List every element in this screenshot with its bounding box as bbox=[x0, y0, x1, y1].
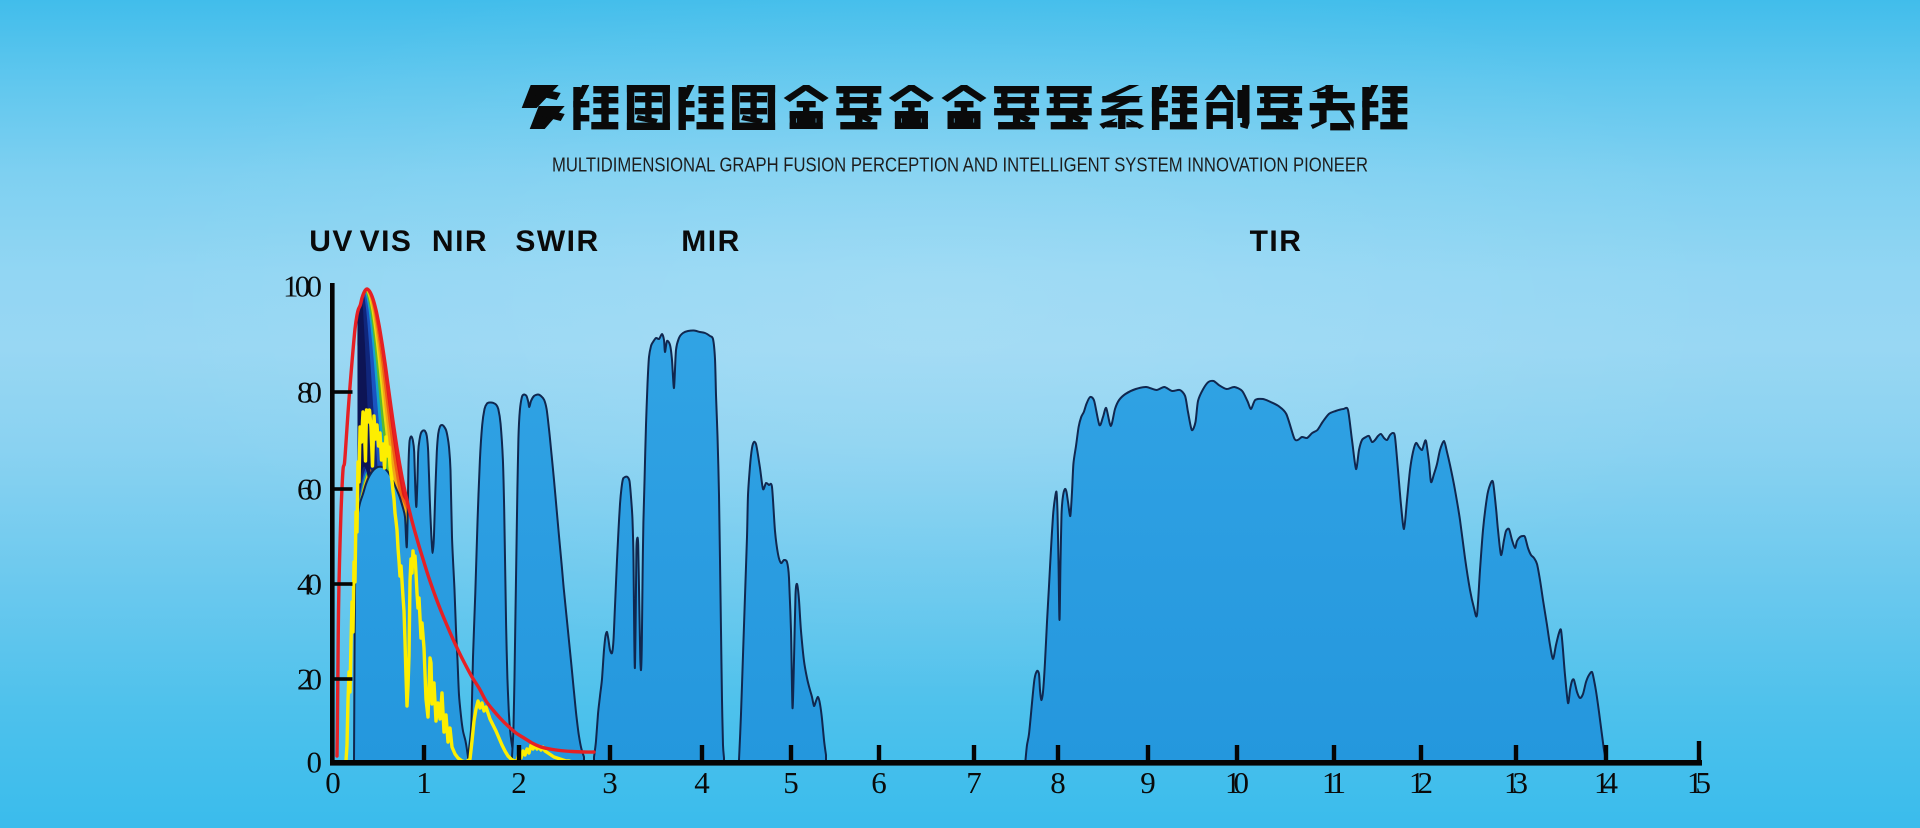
svg-text:15: 15 bbox=[1687, 765, 1711, 800]
svg-text:40: 40 bbox=[297, 567, 322, 602]
svg-text:MULTIDIMENSIONAL GRAPH FUSION: MULTIDIMENSIONAL GRAPH FUSION PERCEPTION… bbox=[552, 154, 1368, 177]
svg-text:MIR: MIR bbox=[681, 225, 741, 258]
svg-text:80: 80 bbox=[297, 375, 322, 410]
svg-text:NIR: NIR bbox=[432, 225, 488, 258]
svg-text:13: 13 bbox=[1504, 765, 1528, 800]
svg-text:VIS: VIS bbox=[360, 225, 413, 258]
svg-text:0: 0 bbox=[307, 745, 323, 780]
svg-text:6: 6 bbox=[871, 765, 887, 800]
svg-text:11: 11 bbox=[1322, 765, 1346, 800]
svg-text:7: 7 bbox=[966, 765, 982, 800]
svg-text:2: 2 bbox=[511, 765, 527, 800]
svg-text:5: 5 bbox=[783, 765, 799, 800]
svg-text:12: 12 bbox=[1409, 765, 1433, 800]
svg-text:14: 14 bbox=[1594, 765, 1619, 800]
svg-text:UV: UV bbox=[309, 225, 354, 258]
svg-text:3: 3 bbox=[602, 765, 618, 800]
svg-text:SWIR: SWIR bbox=[515, 225, 599, 258]
svg-text:1: 1 bbox=[416, 765, 432, 800]
svg-text:TIR: TIR bbox=[1250, 225, 1303, 258]
svg-text:0: 0 bbox=[325, 765, 341, 800]
svg-text:4: 4 bbox=[694, 765, 710, 800]
svg-text:8: 8 bbox=[1050, 765, 1066, 800]
svg-text:10: 10 bbox=[1225, 765, 1249, 800]
svg-text:100: 100 bbox=[283, 269, 322, 304]
svg-text:9: 9 bbox=[1140, 765, 1156, 800]
svg-text:60: 60 bbox=[297, 472, 322, 507]
svg-text:20: 20 bbox=[297, 662, 322, 697]
